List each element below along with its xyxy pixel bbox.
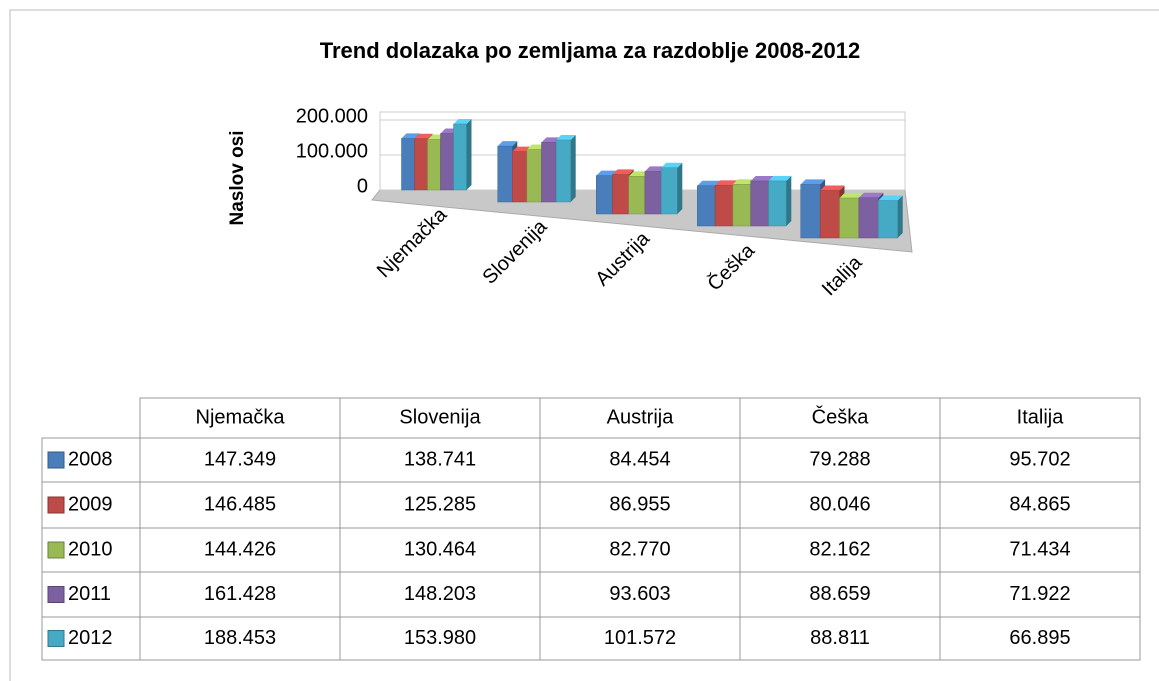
chart-title: Trend dolazaka po zemljama za razdoblje … [320, 38, 860, 63]
table-value: 148.203 [404, 583, 476, 605]
legend-swatch [47, 630, 65, 647]
bar [596, 175, 613, 215]
bar-top [644, 166, 667, 172]
bar [800, 184, 821, 239]
bar [612, 174, 629, 215]
y-tick-label: 0 [357, 175, 368, 197]
bar-top [414, 133, 433, 139]
bar [732, 184, 751, 227]
bar-top [401, 133, 420, 139]
bar-top [497, 141, 518, 147]
table-value: 101.572 [604, 627, 676, 649]
bar [497, 145, 513, 203]
table-value: 188.453 [204, 627, 276, 649]
bar [427, 139, 441, 191]
bar [555, 139, 571, 203]
legend-label: 2010 [68, 538, 113, 560]
table-value: 161.428 [204, 583, 276, 605]
y-axis-label: Naslov osi [227, 130, 248, 225]
legend-swatch [47, 586, 65, 603]
bar [526, 149, 542, 203]
bar [714, 185, 734, 227]
bar-top [839, 192, 864, 198]
bar-top [732, 179, 756, 185]
table-value: 146.485 [204, 493, 276, 515]
table-value: 125.285 [404, 493, 476, 515]
table-value: 82.162 [809, 538, 870, 560]
bar-top [596, 170, 618, 176]
legend-label: 2011 [68, 583, 111, 605]
bar [878, 200, 898, 239]
legend-label: 2008 [68, 448, 113, 470]
table-value: 84.454 [609, 448, 670, 470]
table-value: 71.922 [1009, 583, 1070, 605]
legend-label: 2009 [68, 493, 113, 515]
table-header: Austrija [607, 406, 675, 428]
legend-swatch [47, 451, 65, 469]
bar-top [453, 119, 472, 125]
table-value: 88.811 [810, 627, 870, 649]
bar-side [786, 175, 792, 226]
bar [401, 138, 415, 191]
bar-top [820, 185, 845, 191]
bar-side [466, 119, 472, 190]
legend-swatch [47, 541, 65, 559]
legend-label: 2012 [68, 627, 113, 649]
bar-side [570, 135, 576, 202]
bar-side [677, 162, 683, 214]
legend-swatch [47, 496, 65, 514]
bar-top [800, 179, 826, 185]
y-tick-label: 100.000 [296, 140, 368, 162]
bar [660, 167, 678, 215]
bar-top [612, 169, 634, 175]
bar [750, 180, 769, 227]
table-value: 84.865 [1009, 493, 1070, 515]
table-value: 79.288 [809, 448, 870, 470]
y-tick-label: 200.000 [296, 105, 368, 127]
bar-top [556, 135, 576, 141]
bar-top [878, 195, 903, 201]
bar [839, 197, 860, 239]
table-header: Slovenija [399, 406, 481, 428]
chart-border [9, 9, 1159, 681]
table-value: 153.980 [404, 627, 476, 649]
bar [697, 185, 716, 227]
bar-top [715, 180, 738, 186]
table-value: 88.659 [809, 583, 870, 605]
table-header: Italija [1017, 406, 1065, 428]
bar [414, 138, 428, 191]
bar-top [697, 180, 721, 186]
bar-top [628, 171, 650, 177]
bar [541, 142, 557, 203]
table-header: Njemačka [196, 406, 286, 428]
bar-side [897, 195, 903, 238]
bar [453, 123, 467, 191]
table-value: 144.426 [204, 538, 276, 560]
bar [858, 197, 879, 239]
bar [440, 133, 454, 191]
bar-top [750, 176, 774, 182]
table-value: 71.434 [1009, 538, 1070, 560]
bar-top [661, 162, 683, 168]
table-value: 82.770 [609, 538, 670, 560]
bar [768, 180, 787, 227]
table-value: 93.603 [609, 583, 670, 605]
table-cell [939, 616, 1141, 661]
table-value: 86.955 [609, 493, 670, 515]
table-value: 95.702 [1009, 448, 1070, 470]
table-value: 66.895 [1009, 627, 1070, 649]
bar-top [768, 175, 792, 181]
bar [819, 190, 840, 239]
table-value: 138.741 [404, 448, 476, 470]
bar [512, 151, 528, 203]
table-value: 80.046 [809, 493, 870, 515]
table-value: 130.464 [404, 538, 476, 560]
bar [628, 176, 646, 215]
table-value: 147.349 [204, 448, 276, 470]
table-header: Češka [812, 405, 870, 428]
bar [644, 171, 662, 215]
bar-top [858, 192, 884, 198]
